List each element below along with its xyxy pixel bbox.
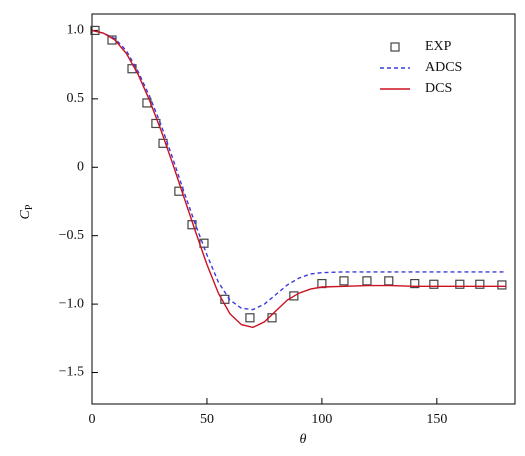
legend-label: DCS [425,81,452,96]
data-line [91,29,506,311]
legend-marker [390,42,400,52]
data-line [91,29,506,329]
data-point [384,276,394,286]
y-tick-label: 0 [77,159,84,174]
x-tick-label: 150 [426,412,447,427]
data-point [90,25,100,36]
y-tick-label: −0.5 [59,228,84,243]
data-point [475,279,485,289]
data-point [410,278,420,289]
legend-label: ADCS [425,60,462,75]
y-label-main: C [18,209,33,219]
data-point [339,276,349,286]
data-point [245,313,255,323]
plot-frame [91,13,516,405]
x-tick-label: 50 [200,412,214,427]
y-tick-label: 0.5 [67,91,85,106]
y-axis-label: CP [18,204,35,219]
data-point [429,279,439,289]
data-point [497,280,507,290]
x-axis-label: θ [300,432,307,447]
data-point [362,276,372,286]
data-point [455,279,465,289]
data-point [289,291,299,301]
x-tick-label: 0 [89,412,96,427]
data-point [107,35,117,45]
data-point [174,186,184,196]
x-tick-label: 100 [311,412,332,427]
y-tick-label: 1.0 [67,23,85,38]
y-tick-label: −1.0 [59,296,84,311]
y-tick-label: −1.5 [59,365,84,380]
legend-label: EXP [425,39,452,54]
y-label-sub: P [24,204,35,210]
